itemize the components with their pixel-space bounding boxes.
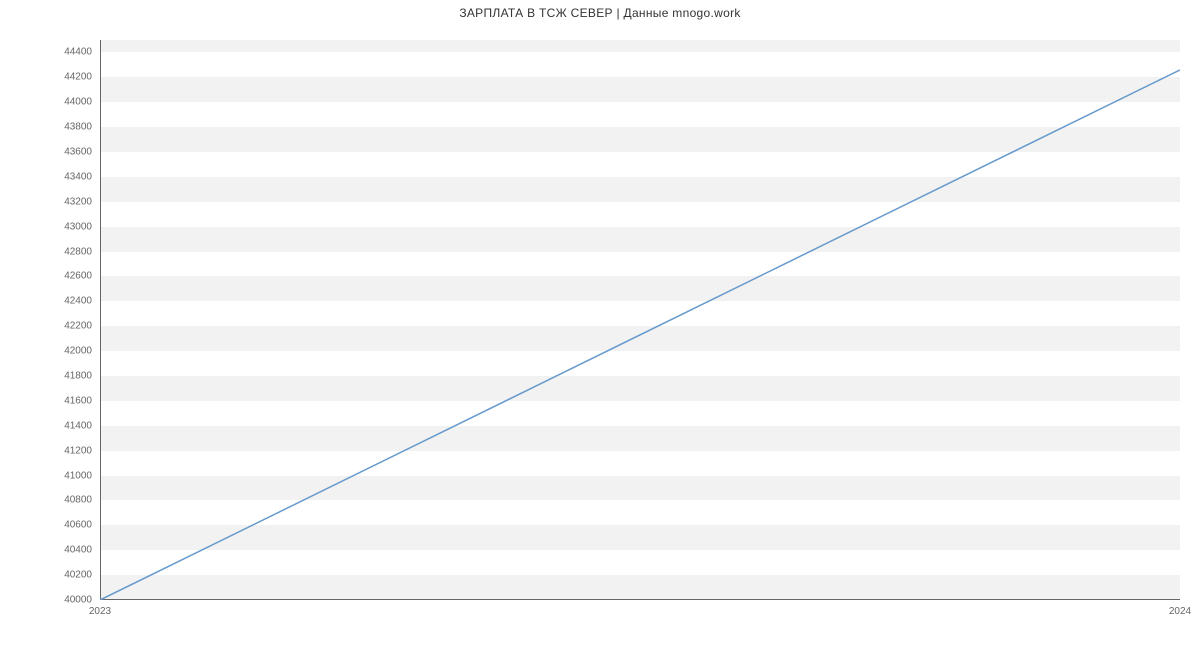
y-tick-label: 42800 xyxy=(50,246,92,257)
y-tick-label: 42600 xyxy=(50,271,92,282)
y-tick-label: 42200 xyxy=(50,321,92,332)
y-tick-label: 43000 xyxy=(50,221,92,232)
y-tick-label: 41800 xyxy=(50,371,92,382)
x-tick-label: 2023 xyxy=(89,606,111,617)
y-tick-label: 43200 xyxy=(50,196,92,207)
y-tick-label: 42400 xyxy=(50,296,92,307)
y-tick-label: 44000 xyxy=(50,97,92,108)
y-tick-label: 42000 xyxy=(50,346,92,357)
plot-area xyxy=(100,40,1180,600)
y-tick-label: 44200 xyxy=(50,72,92,83)
y-tick-label: 40000 xyxy=(50,595,92,606)
y-tick-label: 40600 xyxy=(50,520,92,531)
series-layer xyxy=(100,40,1180,600)
y-tick-label: 40400 xyxy=(50,545,92,556)
y-tick-label: 40200 xyxy=(50,570,92,581)
chart-title: ЗАРПЛАТА В ТСЖ СЕВЕР | Данные mnogo.work xyxy=(0,6,1200,20)
series-line-salary xyxy=(100,70,1180,600)
y-tick-label: 40800 xyxy=(50,495,92,506)
salary-line-chart: ЗАРПЛАТА В ТСЖ СЕВЕР | Данные mnogo.work… xyxy=(0,0,1200,650)
y-tick-label: 41600 xyxy=(50,395,92,406)
y-tick-label: 43400 xyxy=(50,171,92,182)
y-tick-label: 44400 xyxy=(50,47,92,58)
y-tick-label: 43800 xyxy=(50,122,92,133)
y-tick-label: 41400 xyxy=(50,420,92,431)
y-tick-label: 43600 xyxy=(50,147,92,158)
y-tick-label: 41000 xyxy=(50,470,92,481)
y-tick-label: 41200 xyxy=(50,445,92,456)
x-tick-label: 2024 xyxy=(1169,606,1191,617)
